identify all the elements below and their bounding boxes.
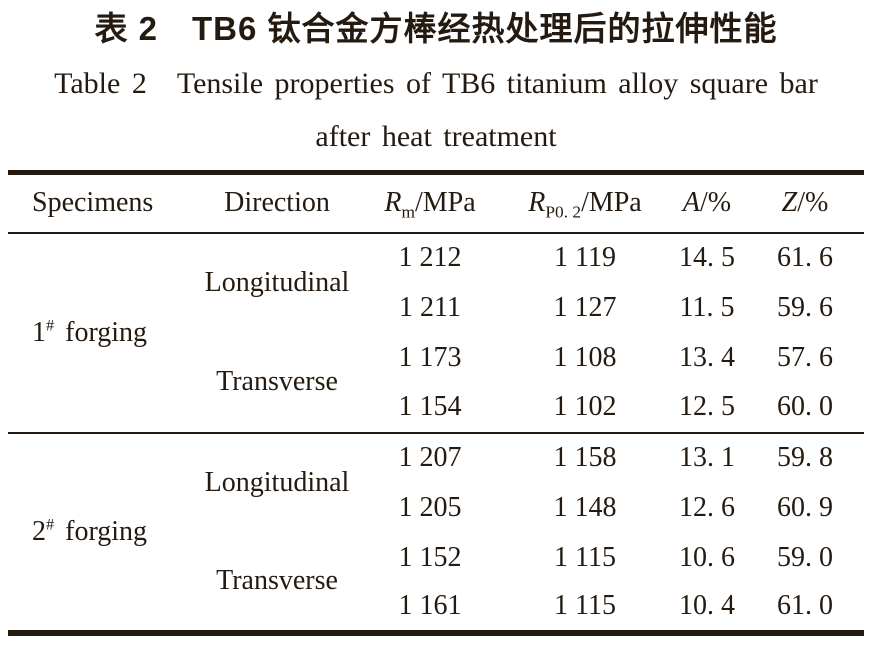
- column-header-specimens: Specimens: [8, 172, 198, 234]
- rm-value: 1 173: [398, 341, 462, 373]
- rp02-value: 1 158: [504, 431, 666, 483]
- table-row: 1 211 1 127 11. 5 59. 6: [8, 283, 864, 333]
- z-value: 59. 0: [777, 541, 833, 573]
- table-row: 2# forging Longitudinal 1 207 1 158 13. 1…: [8, 431, 864, 633]
- rp02-value: 1 102: [553, 391, 617, 422]
- specimen-superscript: #: [46, 316, 55, 335]
- rm-symbol: R: [384, 187, 402, 219]
- table-row: 1 205 1 148 12. 6 60. 9: [8, 483, 864, 533]
- rp02-subscript: P0. 2: [545, 202, 582, 222]
- a-value: 10. 4: [679, 590, 735, 621]
- rm-value: 1 161: [398, 590, 462, 621]
- z-value: 59. 6: [777, 291, 833, 323]
- a-value: 14. 5: [679, 242, 735, 273]
- a-value: 13. 4: [679, 341, 735, 373]
- z-value: 60. 0: [777, 391, 833, 422]
- column-header-elongation: A/%: [666, 172, 758, 234]
- z-unit: /%: [797, 187, 829, 219]
- rp02-value: 1 148: [553, 491, 617, 523]
- z-value: 57. 6: [777, 341, 833, 373]
- a-value: 11. 5: [679, 291, 735, 323]
- rm-unit: /MPa: [414, 187, 476, 219]
- table-row: 1 161 1 115 10. 4 61. 0: [8, 583, 864, 633]
- column-header-rp02: RP0. 2/MPa: [504, 172, 666, 234]
- tensile-properties-table: Specimens Direction Rm/MPa RP0. 2/MPa A/…: [8, 170, 864, 636]
- a-value: 12. 5: [679, 391, 735, 422]
- column-header-reduction: Z/%: [758, 172, 864, 234]
- rp02-value: 1 115: [554, 590, 616, 621]
- column-header-rm: Rm/MPa: [356, 172, 504, 234]
- rp02-unit: /MPa: [581, 187, 642, 219]
- rp02-value: 1 119: [554, 242, 616, 273]
- rm-value: 1 207: [356, 431, 504, 483]
- specimen-cell-2: 2# forging: [8, 431, 198, 633]
- rp02-value: 1 108: [553, 341, 617, 373]
- table-caption-english-line1: Table 2 Tensile properties of TB6 titani…: [54, 67, 818, 100]
- rm-value: 1 152: [398, 541, 462, 573]
- rm-value: 1 211: [399, 291, 461, 323]
- a-value: 10. 6: [679, 541, 735, 573]
- specimen-superscript: #: [46, 515, 55, 534]
- z-value: 61. 6: [777, 242, 833, 273]
- column-header-direction: Direction: [198, 172, 356, 234]
- rp02-value: 1 115: [554, 541, 616, 573]
- z-value: 60. 9: [777, 491, 833, 523]
- specimen-number: 2: [32, 515, 46, 547]
- table-row: Transverse 1 173 1 108 13. 4 57. 6: [8, 333, 864, 398]
- z-symbol: Z: [781, 187, 798, 219]
- table-row: Transverse 1 152 1 115 10. 6 59. 0: [8, 533, 864, 597]
- specimen-word: forging: [65, 316, 148, 348]
- a-value: 12. 6: [679, 491, 735, 523]
- a-value: 13. 1: [666, 431, 758, 483]
- table-row: 1 154 1 102 12. 5 60. 0: [8, 383, 864, 433]
- header-row: Specimens Direction Rm/MPa RP0. 2/MPa A/…: [8, 172, 864, 234]
- rp02-value: 1 127: [553, 291, 617, 323]
- a-unit: /%: [700, 187, 732, 219]
- rm-subscript: m: [401, 202, 415, 222]
- table-caption-english-line2: after heat treatment: [315, 120, 557, 153]
- a-symbol: A: [682, 187, 700, 219]
- rm-value: 1 205: [398, 491, 462, 523]
- specimen-cell-1: 1# forging: [8, 233, 198, 433]
- direction-cell: Transverse: [216, 366, 338, 397]
- z-value: 61. 0: [777, 590, 833, 621]
- direction-cell: Longitudinal: [204, 267, 350, 298]
- direction-cell: Longitudinal: [198, 431, 356, 533]
- specimen-word: forging: [65, 515, 148, 547]
- rm-value: 1 154: [398, 391, 462, 422]
- rm-value: 1 212: [398, 242, 462, 273]
- table-caption-chinese: 表 2 TB6 钛合金方棒经热处理后的拉伸性能: [94, 10, 778, 47]
- rp02-symbol: R: [528, 187, 546, 219]
- table-row: 1# forging Longitudinal 1 212 1 119 14. 5…: [8, 233, 864, 348]
- z-value: 59. 8: [758, 431, 864, 483]
- direction-cell: Transverse: [216, 565, 338, 596]
- specimen-number: 1: [32, 316, 46, 348]
